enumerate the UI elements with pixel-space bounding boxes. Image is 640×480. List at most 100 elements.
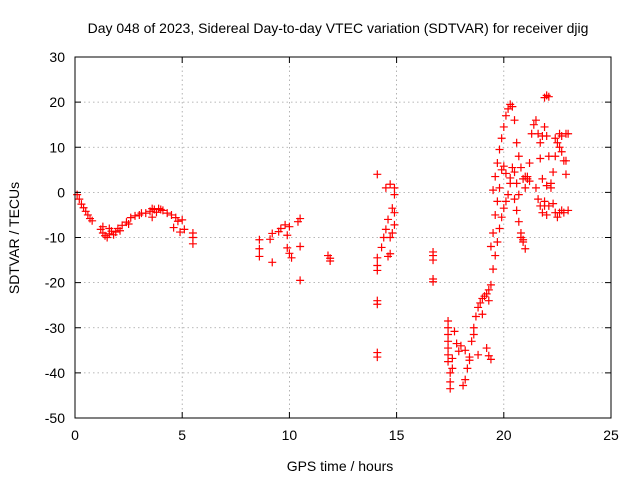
data-point [461,346,470,355]
data-point [497,165,506,174]
data-point [521,183,530,192]
data-point [141,209,150,218]
data-point [444,337,453,346]
data-point [116,226,125,235]
data-point [536,154,545,163]
data-point [497,134,506,143]
data-point [77,200,86,209]
data-point [521,244,530,253]
data-point [452,339,461,348]
data-point [469,330,478,339]
data-point [531,183,540,192]
data-point [516,163,525,172]
data-point [373,353,382,362]
data-point [444,323,453,332]
data-point [484,351,493,360]
data-point [534,129,543,138]
data-point [499,204,508,213]
data-point [390,220,399,229]
data-point [296,242,305,251]
data-point [276,224,285,233]
data-point [454,347,463,356]
data-point [538,174,547,183]
data-point [178,215,187,224]
data-point [493,197,502,206]
data-point [268,258,277,267]
data-point [557,131,566,140]
data-point [444,316,453,325]
y-tick-label: -40 [45,365,65,381]
data-point [486,242,495,251]
data-point [561,156,570,165]
data-point [79,203,88,212]
data-point [373,253,382,262]
data-point [493,159,502,168]
data-point [148,213,157,222]
data-point [555,143,564,152]
x-tick-labels: 0 5 10 15 20 25 [71,427,619,443]
data-point [390,183,399,192]
y-tick-labels: -50 -40 -30 -20 -10 0 10 20 30 [45,49,65,426]
data-point [546,183,555,192]
data-point [154,204,163,213]
data-point [388,204,397,213]
data-point [386,249,395,258]
data-point [126,213,135,222]
data-point [173,217,182,226]
data-point [326,256,335,265]
data-point [169,223,178,232]
data-point [255,235,264,244]
data-point [542,131,551,140]
data-point [491,210,500,219]
data-point [471,312,480,321]
data-point [373,266,382,275]
data-point [266,235,275,244]
series-4 [489,91,573,244]
data-point [381,225,390,234]
data-point [553,213,562,222]
data-point [465,356,474,365]
data-point [75,195,84,204]
data-point [501,197,510,206]
data-points [73,91,573,393]
x-tick-label: 20 [496,427,512,443]
y-tick-label: 20 [49,94,65,110]
axis-ticks [74,56,612,419]
data-point [476,298,485,307]
data-point [469,323,478,332]
data-point [446,368,455,377]
data-point [512,206,521,215]
data-point [285,249,294,258]
data-point [489,186,498,195]
data-point [98,222,107,231]
x-tick-label: 15 [389,427,405,443]
data-point [514,152,523,161]
data-point [135,210,144,219]
data-point [540,201,549,210]
data-point [444,330,453,339]
data-point [510,168,519,177]
data-point [446,384,455,393]
data-point [158,206,167,215]
data-point [495,145,504,154]
data-point [499,162,508,171]
data-point [491,172,500,181]
y-axis-label: SDTVAR / TECUs [6,182,22,294]
data-point [381,183,390,192]
x-tick-label: 10 [282,427,298,443]
data-point [384,215,393,224]
data-point [88,216,97,225]
data-point [255,244,264,253]
data-point [534,195,543,204]
data-point [508,102,517,111]
y-tick-label: -30 [45,320,65,336]
y-tick-label: 30 [49,49,65,65]
data-point [283,243,292,252]
data-point [461,375,470,384]
data-point [296,214,305,223]
data-point [255,252,264,261]
data-point [540,122,549,131]
data-point [167,210,176,219]
data-point [283,231,292,240]
